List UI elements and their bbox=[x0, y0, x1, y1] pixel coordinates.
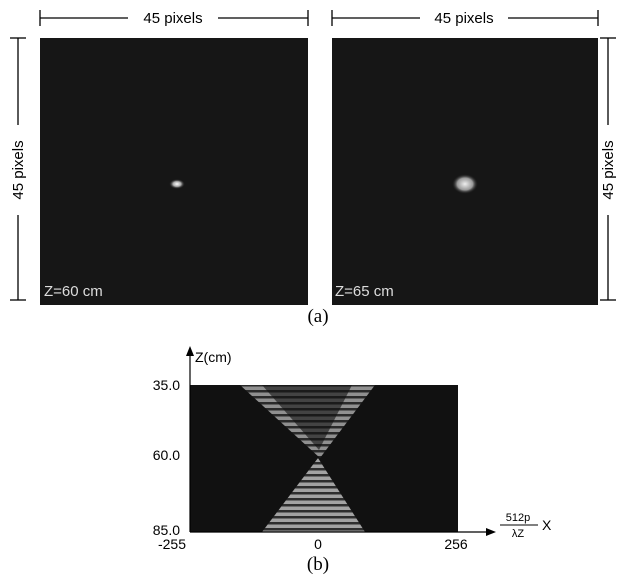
y-tick-label: 85.0 bbox=[153, 522, 180, 538]
x-tick-label: 0 bbox=[314, 536, 322, 552]
z-label: Z=65 cm bbox=[335, 283, 394, 300]
width-label: 45 pixels bbox=[434, 10, 493, 27]
image bbox=[40, 38, 308, 305]
z-label: Z=60 cm bbox=[44, 283, 103, 300]
height-label: 45 pixels bbox=[600, 140, 617, 199]
arrow bbox=[186, 346, 194, 356]
x-label-denominator: λZ bbox=[512, 528, 525, 540]
arrow bbox=[486, 528, 496, 536]
x-tick-label: 256 bbox=[444, 536, 468, 552]
panel-b: Z(cm) 35.0 60.0 85.0 -255 0 256 512p λZ … bbox=[153, 346, 552, 552]
caption: (a) bbox=[307, 306, 328, 327]
y-tick-label: 35.0 bbox=[153, 377, 180, 393]
height-label: 45 pixels bbox=[10, 140, 27, 199]
spot bbox=[452, 174, 478, 194]
width-label: 45 pixels bbox=[143, 10, 202, 27]
caption: (b) bbox=[307, 554, 329, 575]
beam bbox=[262, 458, 365, 532]
y-tick-label: 60.0 bbox=[153, 447, 180, 463]
spot bbox=[169, 179, 185, 189]
image-left: Z=60 cm 45 pixels 45 pixels bbox=[10, 10, 309, 305]
x-label-variable: X bbox=[542, 517, 552, 533]
x-label-numerator: 512p bbox=[506, 512, 530, 524]
beam bbox=[262, 385, 352, 450]
y-axis-label: Z(cm) bbox=[195, 349, 232, 365]
image bbox=[332, 38, 598, 305]
image-right: Z=65 cm 45 pixels 45 pixels bbox=[331, 10, 617, 305]
x-tick-label: -255 bbox=[158, 536, 186, 552]
